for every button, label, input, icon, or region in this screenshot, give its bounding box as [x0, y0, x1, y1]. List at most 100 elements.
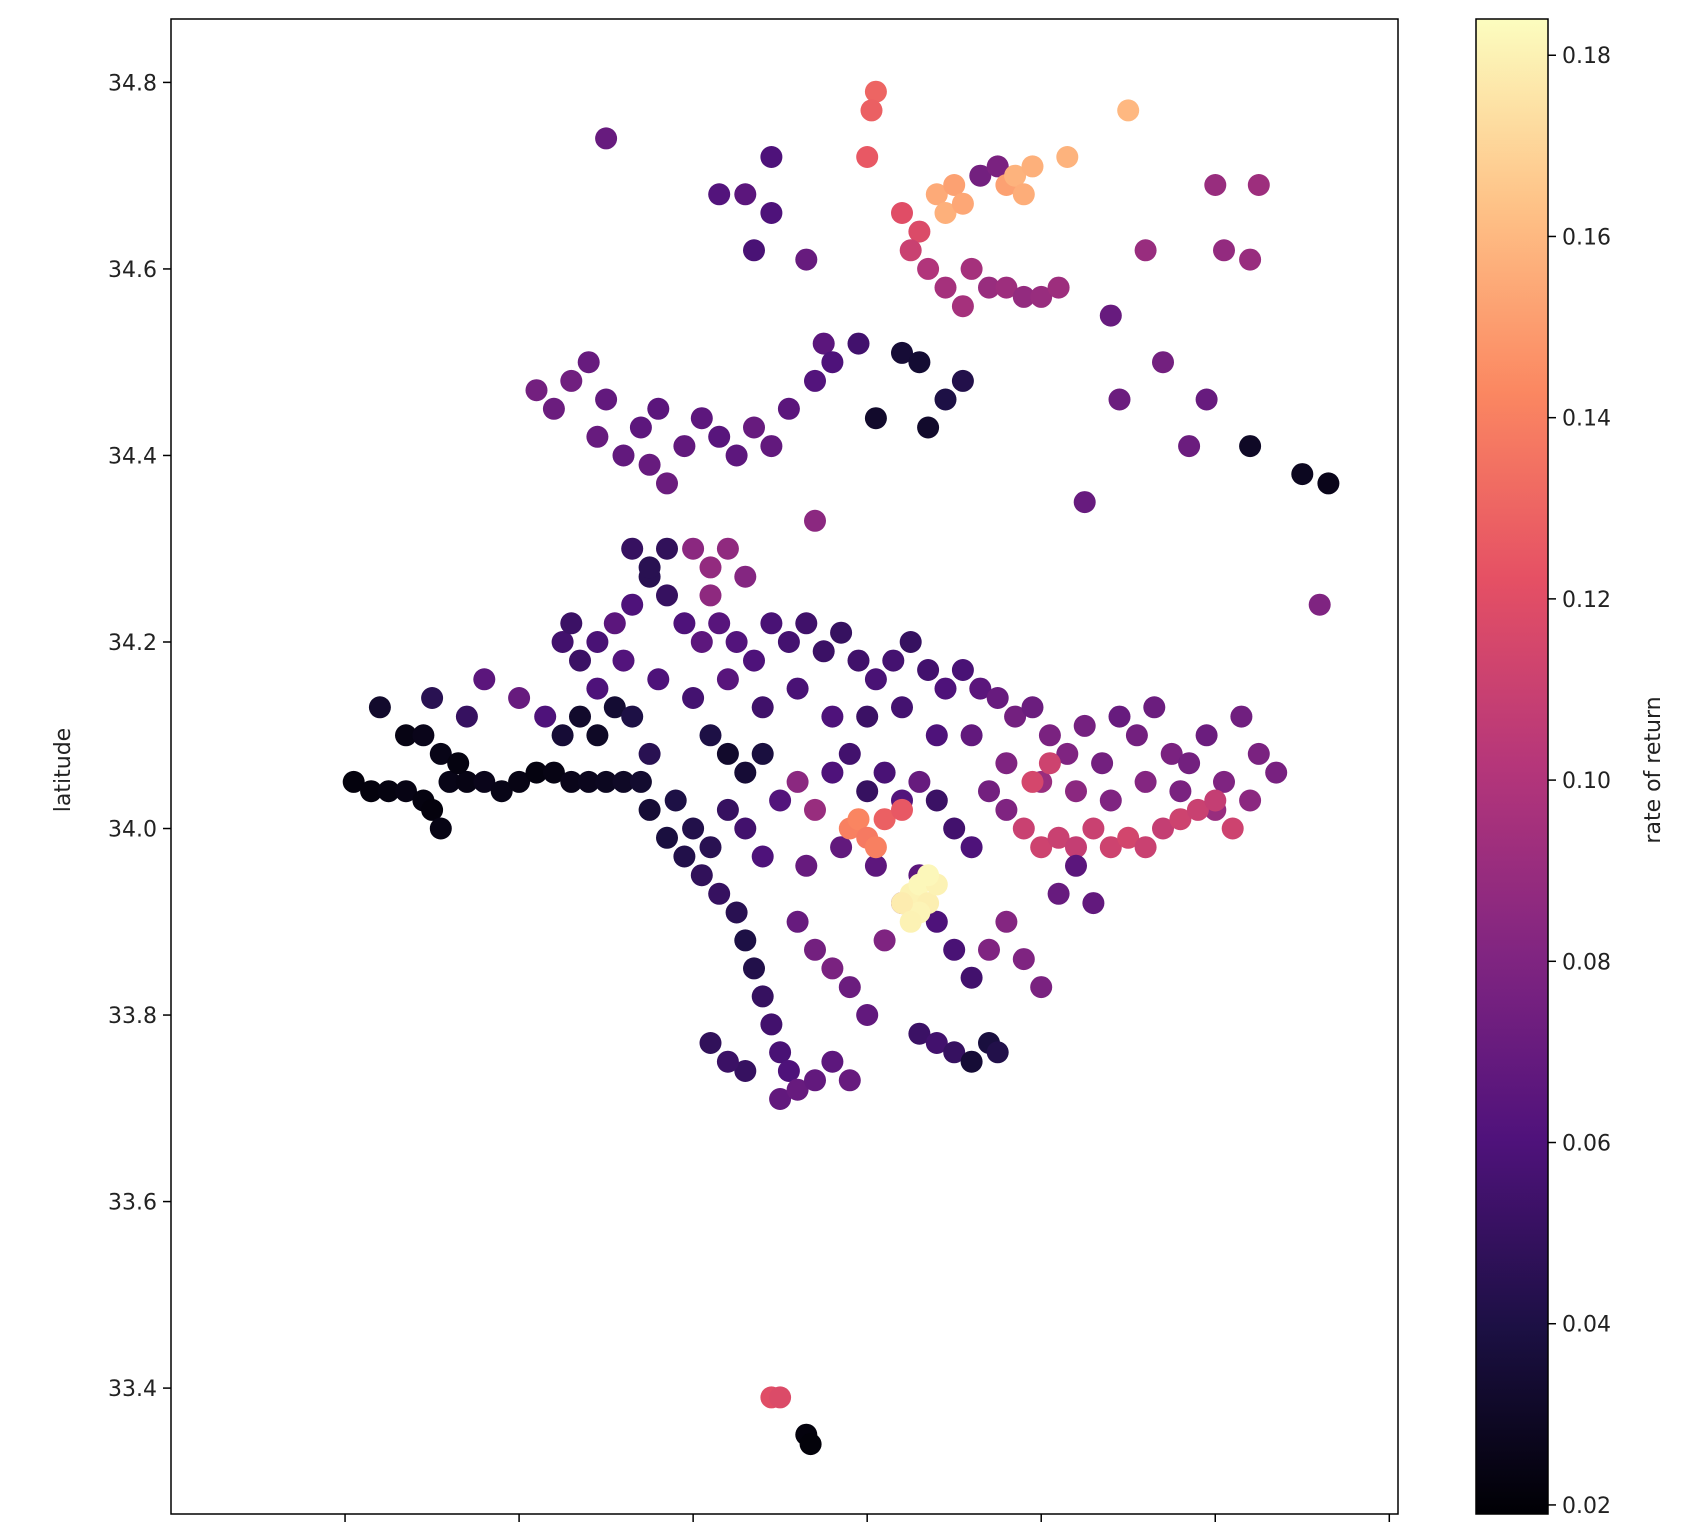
colorbar-tick-label: 0.02 — [1562, 1494, 1611, 1519]
data-point — [821, 351, 844, 374]
data-point — [734, 761, 757, 784]
colorbar-tick-label: 0.10 — [1562, 769, 1611, 794]
data-point — [1030, 836, 1053, 859]
data-point — [1073, 714, 1096, 737]
data-point — [612, 770, 635, 793]
data-point — [734, 817, 757, 840]
data-point — [1012, 183, 1035, 206]
data-point — [421, 798, 444, 821]
plot-frame — [170, 18, 1399, 1515]
data-point — [586, 677, 609, 700]
data-point — [925, 910, 948, 933]
data-point — [1021, 155, 1044, 178]
data-point — [490, 780, 513, 803]
data-point — [656, 584, 678, 607]
data-point — [603, 612, 626, 635]
data-point — [925, 183, 948, 206]
data-point — [1065, 780, 1087, 803]
data-point — [1134, 770, 1157, 793]
data-point — [760, 435, 783, 458]
data-point — [943, 817, 966, 840]
data-point — [978, 276, 1000, 299]
data-point — [960, 836, 983, 859]
data-point — [995, 276, 1018, 299]
data-point — [1065, 836, 1087, 859]
y-tick-label: 34.4 — [108, 444, 157, 469]
data-point — [586, 724, 609, 747]
data-point — [1265, 761, 1288, 784]
data-point — [612, 444, 635, 467]
data-point — [429, 817, 452, 840]
data-point — [969, 677, 992, 700]
data-point — [786, 910, 809, 933]
data-point — [525, 379, 548, 402]
data-point — [925, 789, 948, 812]
data-point — [455, 770, 478, 793]
data-point — [734, 565, 757, 588]
data-point — [699, 556, 722, 579]
data-point — [1099, 304, 1122, 327]
data-point — [978, 938, 1000, 961]
data-point — [777, 1060, 800, 1082]
data-point — [873, 761, 896, 784]
data-point — [899, 631, 922, 653]
data-point — [821, 1050, 844, 1073]
data-point — [455, 705, 478, 728]
data-point — [769, 1386, 792, 1409]
data-point — [1108, 705, 1131, 728]
data-point — [1291, 463, 1314, 486]
data-point — [760, 612, 783, 635]
data-point — [960, 1050, 983, 1073]
data-point — [856, 705, 879, 728]
data-point — [760, 202, 783, 224]
data-point — [473, 668, 496, 691]
data-point — [777, 397, 800, 420]
y-tick-label: 34.8 — [108, 71, 157, 96]
data-point — [621, 537, 644, 560]
data-point — [734, 1060, 757, 1082]
data-point — [1082, 892, 1105, 915]
data-point — [1186, 798, 1209, 821]
data-point — [804, 369, 826, 392]
data-point — [1239, 789, 1262, 812]
data-point — [864, 668, 887, 691]
data-point — [682, 687, 705, 709]
data-point — [1012, 285, 1035, 308]
data-point — [917, 257, 940, 280]
x-axis — [344, 1514, 1391, 1522]
data-point — [786, 1078, 809, 1101]
data-point — [873, 808, 896, 831]
data-point — [795, 854, 818, 877]
data-point — [612, 649, 635, 672]
data-point — [725, 631, 748, 653]
data-point — [629, 416, 652, 439]
data-point — [621, 705, 644, 728]
data-point — [1073, 491, 1096, 514]
colorbar-tick-label: 0.14 — [1562, 407, 1611, 432]
data-point — [1047, 882, 1070, 905]
data-point — [860, 99, 883, 122]
data-point — [1056, 742, 1079, 765]
data-point — [786, 770, 809, 793]
y-tick-label: 33.4 — [108, 1377, 157, 1402]
data-point — [925, 1032, 948, 1054]
colorbar-axis: 0.02 0.04 0.06 0.08 0.10 0.12 0.14 0.16 0.18 — [1548, 44, 1611, 1519]
data-point — [804, 1069, 826, 1092]
data-point — [864, 407, 887, 430]
data-point — [951, 192, 974, 215]
data-point — [682, 537, 705, 560]
data-point — [795, 612, 818, 635]
data-point — [342, 770, 365, 793]
data-point — [1047, 826, 1070, 849]
data-point — [864, 854, 887, 877]
y-tick-label: 33.6 — [108, 1191, 157, 1216]
data-point — [1230, 705, 1253, 728]
data-point — [943, 1041, 966, 1064]
data-point — [1134, 836, 1157, 859]
data-point — [899, 239, 922, 262]
y-tick-label: 34.6 — [108, 258, 157, 283]
data-point — [943, 174, 966, 196]
data-point — [1021, 770, 1044, 793]
data-point — [951, 659, 974, 681]
